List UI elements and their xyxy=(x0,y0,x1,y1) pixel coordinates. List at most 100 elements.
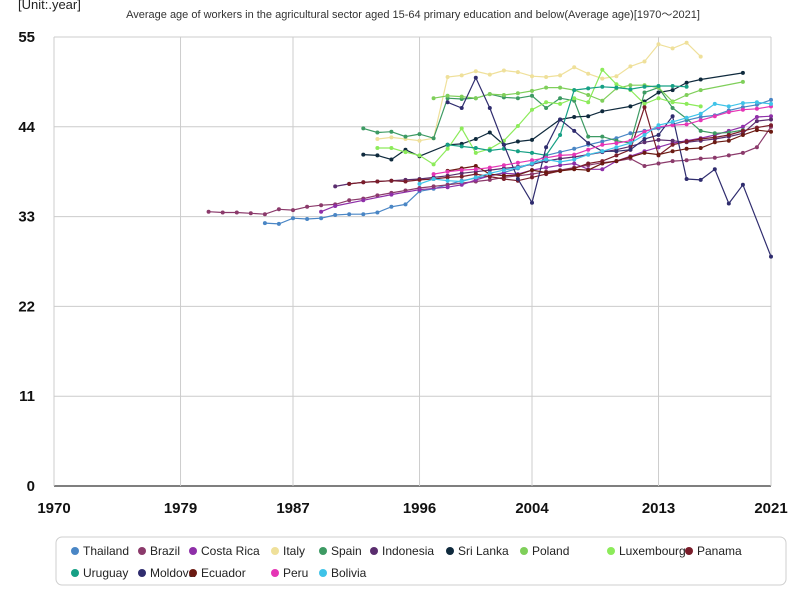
data-point-thailand xyxy=(319,216,324,221)
data-point-panama xyxy=(586,161,591,166)
data-point-peru xyxy=(487,165,492,170)
data-point-costa-rica xyxy=(572,161,577,166)
series-line-ecuador xyxy=(447,129,772,177)
data-point-bolivia xyxy=(501,168,506,173)
data-point-moldova xyxy=(740,182,745,187)
data-point-spain xyxy=(586,134,591,139)
data-point-bolivia xyxy=(698,111,703,116)
data-point-uruguay xyxy=(530,150,534,155)
data-point-luxembourg xyxy=(530,107,534,112)
data-point-sri-lanka xyxy=(572,115,577,119)
data-point-peru xyxy=(740,107,745,112)
data-point-luxembourg xyxy=(572,96,577,101)
data-point-moldova xyxy=(487,106,492,110)
data-point-costa-rica xyxy=(544,165,549,170)
data-point-bolivia xyxy=(656,123,661,128)
series-line-indonesia xyxy=(335,118,772,187)
legend-item-spain: Spain xyxy=(319,544,362,558)
data-point-moldova xyxy=(445,100,450,105)
data-point-panama xyxy=(417,177,422,182)
legend-item-italy: Italy xyxy=(271,544,305,558)
y-tick-label: 44 xyxy=(18,119,35,136)
data-point-brazil xyxy=(642,164,647,168)
data-point-moldova xyxy=(459,106,464,110)
data-point-poland xyxy=(558,85,563,90)
data-point-moldova xyxy=(501,142,506,147)
y-tick-label: 11 xyxy=(19,388,35,405)
data-point-brazil xyxy=(740,150,745,155)
data-point-luxembourg xyxy=(445,146,450,151)
data-point-bolivia xyxy=(586,152,591,157)
series-luxembourg xyxy=(375,67,703,167)
data-point-panama xyxy=(375,179,380,184)
data-point-spain xyxy=(558,96,563,101)
data-point-ecuador xyxy=(600,161,605,166)
data-point-luxembourg xyxy=(544,100,549,105)
chart-title: Average age of workers in the agricultur… xyxy=(126,9,700,21)
data-point-bolivia xyxy=(740,101,745,106)
data-point-poland xyxy=(628,83,633,88)
data-point-indonesia xyxy=(769,117,773,122)
data-point-thailand xyxy=(572,146,577,151)
data-point-peru xyxy=(501,163,506,168)
y-tick-label: 33 xyxy=(18,209,35,226)
data-point-peru xyxy=(515,160,520,165)
data-point-poland xyxy=(487,92,492,97)
data-point-panama xyxy=(530,175,534,180)
data-point-luxembourg xyxy=(698,104,703,109)
data-point-spain xyxy=(530,93,534,98)
data-point-uruguay xyxy=(656,84,661,88)
data-point-thailand xyxy=(361,212,366,217)
data-point-luxembourg xyxy=(403,150,408,155)
legend-label: Spain xyxy=(331,544,362,558)
data-point-poland xyxy=(431,96,436,101)
data-point-costa-rica xyxy=(558,163,563,168)
data-point-uruguay xyxy=(572,88,577,93)
data-point-bolivia xyxy=(515,165,520,170)
data-point-moldova xyxy=(656,133,661,137)
data-point-moldova xyxy=(712,167,717,172)
data-point-costa-rica xyxy=(656,145,661,150)
data-point-moldova xyxy=(530,200,534,205)
data-point-brazil xyxy=(726,153,731,158)
legend-item-peru: Peru xyxy=(271,566,308,580)
data-point-poland xyxy=(586,93,591,97)
legend-marker xyxy=(189,569,197,577)
data-point-spain xyxy=(698,128,703,133)
data-point-poland xyxy=(544,85,549,90)
data-point-bolivia xyxy=(558,159,563,164)
data-point-ecuador xyxy=(628,155,633,159)
data-point-bolivia xyxy=(628,141,633,146)
data-point-peru xyxy=(572,152,577,157)
series-uruguay xyxy=(445,84,689,158)
legend-label: Uruguay xyxy=(83,566,128,580)
data-point-peru xyxy=(712,114,717,119)
data-point-indonesia xyxy=(459,171,464,176)
legend-label: Italy xyxy=(283,544,305,558)
data-point-sri-lanka xyxy=(628,104,633,109)
legend-item-luxembourg: Luxembourg xyxy=(607,544,686,558)
grid-lines xyxy=(53,36,772,487)
data-point-brazil xyxy=(487,177,492,182)
data-point-poland xyxy=(740,79,745,84)
legend-label: Bolivia xyxy=(331,566,367,580)
data-point-panama xyxy=(684,139,689,144)
data-point-bolivia xyxy=(417,181,422,186)
data-point-brazil xyxy=(347,198,352,203)
data-point-panama xyxy=(347,181,352,186)
legend-marker xyxy=(319,569,327,577)
data-point-brazil xyxy=(375,193,380,198)
data-point-italy xyxy=(614,74,619,79)
data-point-peru xyxy=(530,158,534,163)
data-point-italy xyxy=(656,42,661,47)
data-point-costa-rica xyxy=(754,115,759,119)
legend-item-poland: Poland xyxy=(520,544,569,558)
data-point-luxembourg xyxy=(656,96,661,101)
data-point-spain xyxy=(431,136,436,141)
data-point-thailand xyxy=(262,221,267,226)
data-point-thailand xyxy=(628,131,633,136)
data-point-bolivia xyxy=(459,179,464,184)
data-point-moldova xyxy=(586,141,591,146)
data-point-panama xyxy=(403,179,408,184)
x-tick-label: 1996 xyxy=(403,500,436,517)
